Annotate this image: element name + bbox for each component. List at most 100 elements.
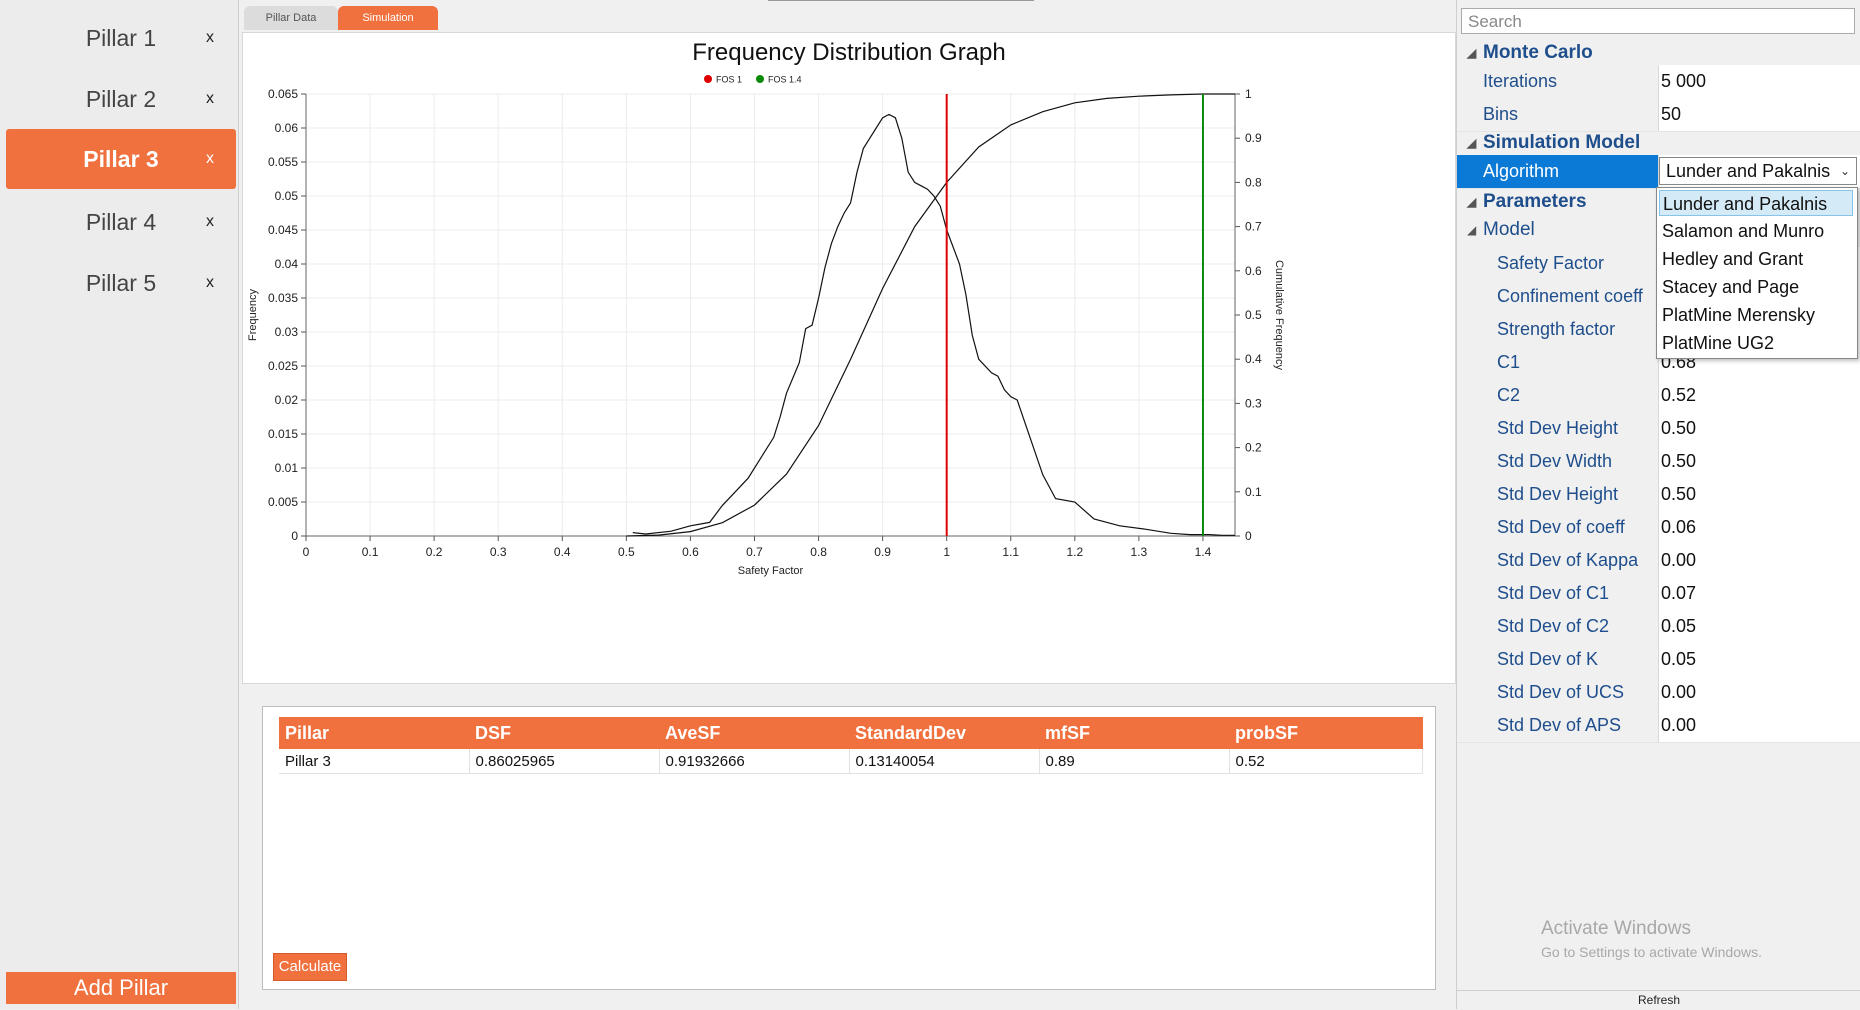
y2-tick-label: 0.9 — [1245, 131, 1262, 145]
property-panel: Search ◢ Monte Carlo Iterations 5 000 Bi… — [1456, 0, 1860, 1009]
prop-item[interactable]: C2 0.52 — [1457, 379, 1860, 413]
y2-tick-label: 0.8 — [1245, 175, 1262, 189]
algorithm-select[interactable]: Lunder and Pakalnis ⌄ — [1659, 157, 1857, 185]
legend-dot — [704, 75, 712, 83]
collapse-triangle-icon[interactable]: ◢ — [1467, 128, 1476, 158]
prop-item[interactable]: Std Dev Height 0.50 — [1457, 412, 1860, 446]
prop-value[interactable]: 0.00 — [1661, 676, 1696, 709]
pillar-label: Pillar 4 — [6, 209, 236, 236]
prop-item[interactable]: Std Dev of UCS 0.00 — [1457, 676, 1860, 710]
dropdown-option[interactable]: PlatMine UG2 — [1659, 330, 1853, 356]
collapse-triangle-icon[interactable]: ◢ — [1467, 38, 1476, 68]
section-title: Monte Carlo — [1483, 38, 1593, 68]
prop-label: Safety Factor — [1457, 247, 1659, 280]
prop-label: Iterations — [1457, 65, 1659, 98]
frequency-line — [633, 114, 1235, 535]
prop-item[interactable]: Std Dev of coeff 0.06 — [1457, 511, 1860, 545]
collapse-triangle-icon[interactable]: ◢ — [1467, 215, 1476, 245]
add-pillar-button[interactable]: Add Pillar — [6, 972, 236, 1004]
prop-item[interactable]: Std Dev of K 0.05 — [1457, 643, 1860, 677]
prop-label: Algorithm — [1457, 155, 1659, 188]
prop-label: Confinement coeff — [1457, 280, 1659, 313]
prop-value[interactable]: 0.07 — [1661, 577, 1696, 610]
y2-tick-label: 0.1 — [1245, 485, 1262, 499]
prop-label: Std Dev of APS — [1457, 709, 1659, 742]
y-tick-label: 0.015 — [268, 427, 298, 441]
column-header[interactable]: Pillar — [279, 717, 469, 749]
x-tick-label: 0.7 — [746, 545, 763, 559]
x-tick-label: 0.9 — [874, 545, 891, 559]
x-tick-label: 0 — [303, 545, 310, 559]
tab-pillar-data[interactable]: Pillar Data — [244, 6, 338, 30]
close-icon[interactable]: x — [206, 213, 214, 231]
column-header[interactable]: mfSF — [1039, 717, 1229, 749]
close-icon[interactable]: x — [206, 29, 214, 47]
prop-item[interactable]: Std Dev of APS 0.00 — [1457, 709, 1860, 743]
algorithm-dropdown-list[interactable]: Lunder and Pakalnis Salamon and Munro He… — [1656, 187, 1858, 359]
dropdown-option[interactable]: Salamon and Munro — [1659, 218, 1853, 244]
pillar-item-2[interactable]: Pillar 2 x — [6, 69, 236, 129]
x-axis-label: Safety Factor — [738, 565, 804, 577]
column-header[interactable]: DSF — [469, 717, 659, 749]
x-tick-label: 0.2 — [426, 545, 443, 559]
activate-windows-subtitle: Go to Settings to activate Windows. — [1541, 944, 1762, 960]
prop-item[interactable]: Std Dev of Kappa 0.00 — [1457, 544, 1860, 578]
prop-item[interactable]: Std Dev Height 0.50 — [1457, 478, 1860, 512]
chevron-down-icon[interactable]: ⌄ — [1840, 158, 1850, 184]
y2-axis-label: Cumulative Frequency — [1273, 260, 1285, 371]
prop-value[interactable]: 0.50 — [1661, 445, 1696, 478]
dropdown-option[interactable]: Stacey and Page — [1659, 274, 1853, 300]
iterations-value[interactable]: 5 000 — [1661, 65, 1706, 98]
x-tick-label: 1.3 — [1131, 545, 1148, 559]
column-header[interactable]: probSF — [1229, 717, 1423, 749]
y-tick-label: 0.04 — [275, 257, 299, 271]
prop-item[interactable]: Std Dev of C1 0.07 — [1457, 577, 1860, 611]
prop-label: Std Dev of UCS — [1457, 676, 1659, 709]
dropdown-option[interactable]: Hedley and Grant — [1659, 246, 1853, 272]
prop-value[interactable]: 0.06 — [1661, 511, 1696, 544]
collapse-triangle-icon[interactable]: ◢ — [1467, 187, 1476, 217]
dropdown-option[interactable]: Lunder and Pakalnis — [1659, 190, 1853, 216]
pillar-item-3[interactable]: Pillar 3 x — [6, 129, 236, 189]
prop-iterations[interactable]: Iterations 5 000 — [1457, 65, 1860, 99]
prop-value[interactable]: 0.05 — [1661, 610, 1696, 643]
pillar-label: Pillar 3 — [6, 146, 236, 173]
calculate-button[interactable]: Calculate — [273, 953, 347, 981]
x-tick-label: 0.1 — [362, 545, 379, 559]
prop-value[interactable]: 0.00 — [1661, 544, 1696, 577]
search-input[interactable]: Search — [1461, 8, 1855, 34]
y-tick-label: 0.06 — [275, 121, 299, 135]
dropdown-option[interactable]: PlatMine Merensky — [1659, 302, 1853, 328]
close-icon[interactable]: x — [206, 274, 214, 292]
section-simulation-model[interactable]: ◢ Simulation Model — [1457, 128, 1860, 158]
column-header[interactable]: StandardDev — [849, 717, 1039, 749]
prop-item[interactable]: Std Dev Width 0.50 — [1457, 445, 1860, 479]
pillar-label: Pillar 5 — [6, 270, 236, 297]
close-icon[interactable]: x — [206, 150, 214, 168]
tab-simulation[interactable]: Simulation — [338, 6, 438, 30]
y2-tick-label: 0.3 — [1245, 396, 1262, 410]
refresh-button[interactable]: Refresh — [1457, 990, 1860, 1010]
prop-item[interactable]: Std Dev of C2 0.05 — [1457, 610, 1860, 644]
y-tick-label: 0.055 — [268, 155, 298, 169]
close-icon[interactable]: x — [206, 90, 214, 108]
pillar-item-1[interactable]: Pillar 1 x — [6, 8, 236, 68]
prop-bins[interactable]: Bins 50 — [1457, 98, 1860, 132]
y-tick-label: 0.035 — [268, 291, 298, 305]
x-tick-label: 0.4 — [554, 545, 571, 559]
bins-value[interactable]: 50 — [1661, 98, 1681, 131]
y2-tick-label: 0.5 — [1245, 308, 1262, 322]
prop-value[interactable]: 0.05 — [1661, 643, 1696, 676]
prop-value[interactable]: 0.52 — [1661, 379, 1696, 412]
pillar-item-4[interactable]: Pillar 4 x — [6, 192, 236, 252]
column-header[interactable]: AveSF — [659, 717, 849, 749]
prop-algorithm[interactable]: Algorithm Lunder and Pakalnis ⌄ — [1457, 155, 1860, 189]
table-row[interactable]: Pillar 3 0.86025965 0.91932666 0.1314005… — [279, 749, 1423, 774]
prop-value[interactable]: 0.00 — [1661, 709, 1696, 742]
prop-value[interactable]: 0.50 — [1661, 412, 1696, 445]
prop-value[interactable]: 0.50 — [1661, 478, 1696, 511]
prop-label: C2 — [1457, 379, 1659, 412]
section-monte-carlo[interactable]: ◢ Monte Carlo — [1457, 38, 1860, 68]
pillar-item-5[interactable]: Pillar 5 x — [6, 253, 236, 313]
algorithm-value: Lunder and Pakalnis — [1666, 158, 1830, 184]
